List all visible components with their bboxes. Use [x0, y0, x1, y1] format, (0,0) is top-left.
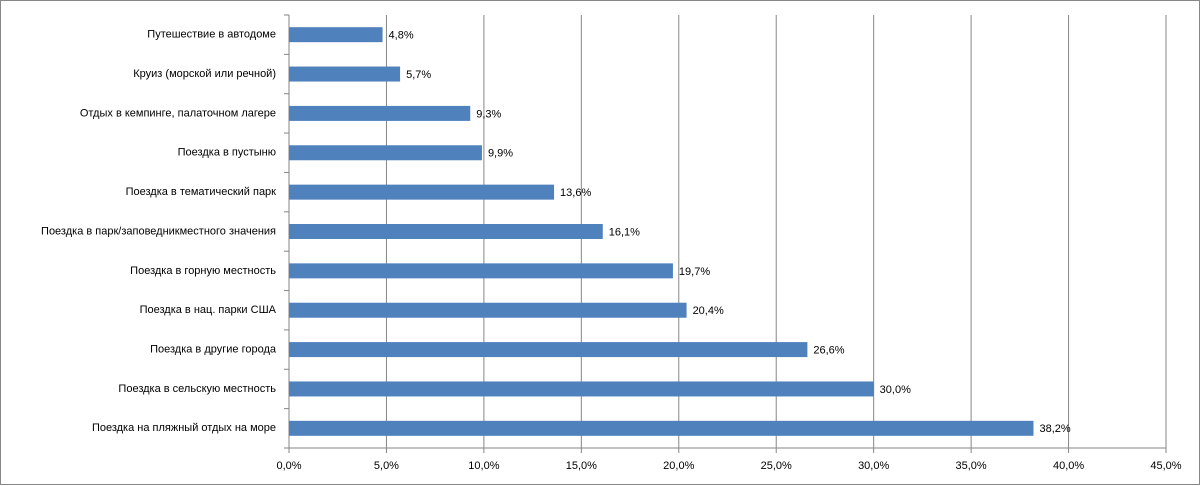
- value-label: 13,6%: [560, 187, 591, 199]
- x-tick-label: 30,0%: [858, 460, 889, 472]
- value-label: 5,7%: [406, 69, 431, 81]
- x-tick-label: 15,0%: [566, 460, 597, 472]
- bar: [289, 105, 471, 121]
- x-tick-label: 45,0%: [1150, 460, 1181, 472]
- x-tick-label: 25,0%: [761, 460, 792, 472]
- x-tick-label: 0,0%: [276, 460, 301, 472]
- y-tick-label: Поездка в горную местность: [130, 265, 276, 277]
- x-tick-label: 20,0%: [663, 460, 694, 472]
- x-tick-label: 35,0%: [956, 460, 987, 472]
- bar: [289, 184, 555, 200]
- x-tick-label: 40,0%: [1053, 460, 1084, 472]
- x-tick-label: 10,0%: [468, 460, 499, 472]
- bar: [289, 145, 482, 161]
- bar: [289, 27, 383, 43]
- value-label: 30,0%: [880, 384, 911, 396]
- bar: [289, 224, 603, 239]
- value-label: 4,8%: [389, 30, 414, 42]
- y-tick-label: Поездка в другие города: [150, 343, 277, 355]
- x-tick-label: 5,0%: [374, 460, 399, 472]
- y-tick-label: Поездка в нац. парки США: [140, 304, 277, 316]
- value-label: 19,7%: [679, 266, 710, 278]
- y-tick-label: Поездка в тематический парк: [126, 186, 277, 198]
- bar: [289, 381, 874, 397]
- y-tick-label: Отдых в кемпинге, палаточном лагере: [80, 107, 276, 119]
- y-tick-label: Поездка в пустыню: [178, 147, 276, 159]
- y-tick-label: Поездка в сельскую местность: [118, 383, 276, 395]
- bar: [289, 263, 673, 279]
- value-label: 9,9%: [488, 148, 513, 160]
- value-label: 16,1%: [609, 226, 640, 238]
- y-tick-label: Поездка на пляжный отдых на море: [92, 422, 276, 434]
- y-tick-label: Поездка в парк/заповедникместного значен…: [41, 225, 276, 237]
- bar: [289, 66, 401, 82]
- bar: [289, 302, 687, 318]
- y-tick-label: Путешествие в автодоме: [147, 29, 276, 41]
- value-label: 9,3%: [476, 108, 501, 120]
- y-tick-label: Круиз (морской или речной): [133, 68, 276, 80]
- value-label: 38,2%: [1039, 423, 1070, 435]
- bar: [289, 342, 808, 358]
- bar: [289, 420, 1034, 436]
- value-label: 26,6%: [813, 344, 844, 356]
- value-label: 20,4%: [693, 305, 724, 317]
